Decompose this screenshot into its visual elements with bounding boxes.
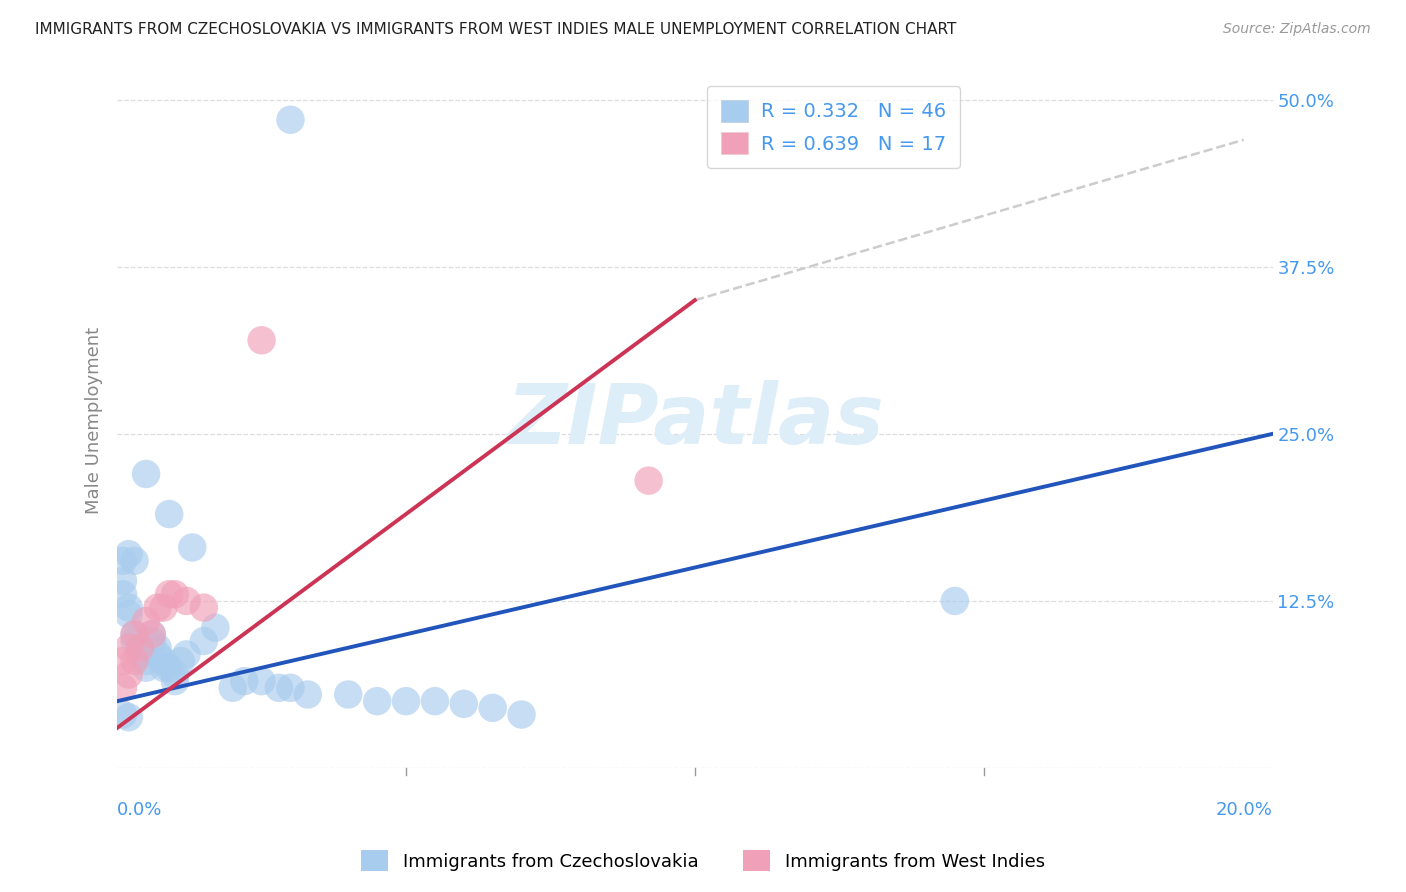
Point [250, 674, 273, 689]
Point [141, 634, 163, 648]
Point [141, 627, 163, 641]
Text: IMMIGRANTS FROM CZECHOSLOVAKIA VS IMMIGRANTS FROM WEST INDIES MALE UNEMPLOYMENT : IMMIGRANTS FROM CZECHOSLOVAKIA VS IMMIGR… [35, 22, 956, 37]
Point [297, 688, 319, 702]
Point [395, 694, 418, 708]
Point [267, 681, 290, 695]
Point [193, 600, 215, 615]
Point [280, 112, 302, 127]
Text: 20.0%: 20.0% [1216, 801, 1272, 820]
Point [943, 594, 966, 608]
Point [170, 654, 193, 668]
Legend: Immigrants from Czechoslovakia, Immigrants from West Indies: Immigrants from Czechoslovakia, Immigran… [354, 843, 1052, 879]
Point [111, 554, 134, 568]
Point [135, 654, 157, 668]
Point [163, 587, 186, 601]
Point [146, 648, 169, 662]
Point [157, 507, 180, 521]
Point [366, 694, 388, 708]
Point [250, 333, 273, 347]
Point [453, 697, 475, 711]
Point [481, 701, 503, 715]
Point [233, 674, 256, 689]
Point [176, 594, 198, 608]
Point [118, 607, 141, 622]
Point [124, 654, 146, 668]
Y-axis label: Male Unemployment: Male Unemployment [86, 327, 103, 514]
Point [118, 547, 141, 561]
Point [193, 634, 215, 648]
Point [637, 474, 659, 488]
Point [118, 667, 141, 681]
Point [111, 574, 134, 588]
Point [141, 627, 163, 641]
Point [176, 648, 198, 662]
Point [135, 661, 157, 675]
Text: ZIPatlas: ZIPatlas [506, 380, 884, 461]
Point [129, 648, 152, 662]
Point [280, 681, 302, 695]
Point [157, 587, 180, 601]
Point [118, 640, 141, 655]
Point [135, 467, 157, 481]
Text: Source: ZipAtlas.com: Source: ZipAtlas.com [1223, 22, 1371, 37]
Point [337, 688, 360, 702]
Point [118, 600, 141, 615]
Point [111, 707, 134, 722]
Point [124, 634, 146, 648]
Point [222, 681, 245, 695]
Point [129, 640, 152, 655]
Point [510, 707, 533, 722]
Point [152, 600, 174, 615]
Point [163, 667, 186, 681]
Point [204, 621, 226, 635]
Point [124, 627, 146, 641]
Point [111, 587, 134, 601]
Point [423, 694, 446, 708]
Point [124, 627, 146, 641]
Point [124, 554, 146, 568]
Point [129, 640, 152, 655]
Point [111, 681, 134, 695]
Point [118, 710, 141, 724]
Point [146, 640, 169, 655]
Text: 0.0%: 0.0% [117, 801, 163, 820]
Point [135, 614, 157, 628]
Point [163, 674, 186, 689]
Point [181, 541, 204, 555]
Legend: R = 0.332   N = 46, R = 0.639   N = 17: R = 0.332 N = 46, R = 0.639 N = 17 [707, 87, 960, 168]
Point [152, 654, 174, 668]
Point [146, 600, 169, 615]
Point [111, 654, 134, 668]
Point [157, 661, 180, 675]
Point [152, 661, 174, 675]
